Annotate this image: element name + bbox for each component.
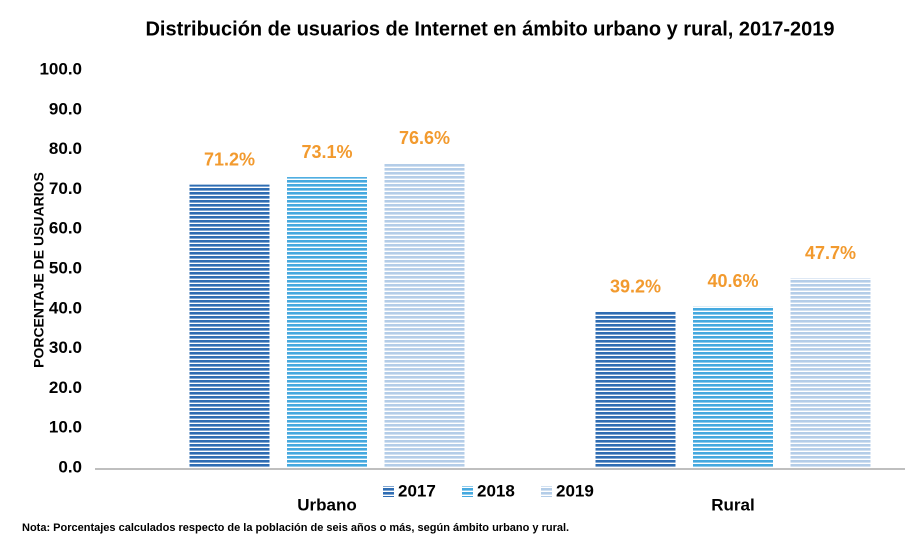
data-label: 40.6% <box>707 271 758 291</box>
bar <box>287 177 367 468</box>
bar <box>693 306 773 468</box>
legend-label: 2019 <box>556 481 594 500</box>
y-tick-label: 30.0 <box>49 338 82 357</box>
legend-swatch <box>541 486 552 497</box>
note: Nota: Porcentajes calculados respecto de… <box>22 522 569 534</box>
y-axis-title: PORCENTAJE DE USUARIOS <box>31 172 47 368</box>
bar <box>595 311 676 468</box>
x-tick-label: Urbano <box>297 495 357 514</box>
legend-swatch <box>383 486 394 497</box>
y-tick-label: 40.0 <box>49 298 82 317</box>
legend-label: 2017 <box>398 481 436 500</box>
y-tick-label: 60.0 <box>49 219 82 238</box>
y-tick-label: 100.0 <box>39 59 82 78</box>
data-label: 71.2% <box>204 149 255 169</box>
y-tick-label: 20.0 <box>49 378 82 397</box>
bar <box>384 163 465 468</box>
y-tick-label: 90.0 <box>49 99 82 118</box>
y-tick-label: 80.0 <box>49 139 82 158</box>
y-tick-label: 70.0 <box>49 179 82 198</box>
y-tick-label: 10.0 <box>49 418 82 437</box>
legend-swatch <box>462 486 473 497</box>
data-label: 73.1% <box>301 142 352 162</box>
data-label: 39.2% <box>610 277 661 297</box>
chart-title: Distribución de usuarios de Internet en … <box>145 18 834 40</box>
y-tick-label: 0.0 <box>58 457 82 476</box>
bar <box>189 184 270 468</box>
data-label: 47.7% <box>805 243 856 263</box>
y-tick-label: 50.0 <box>49 258 82 277</box>
data-label: 76.6% <box>399 128 450 148</box>
x-tick-label: Rural <box>711 495 754 514</box>
bar <box>790 278 871 468</box>
legend-label: 2018 <box>477 481 515 500</box>
